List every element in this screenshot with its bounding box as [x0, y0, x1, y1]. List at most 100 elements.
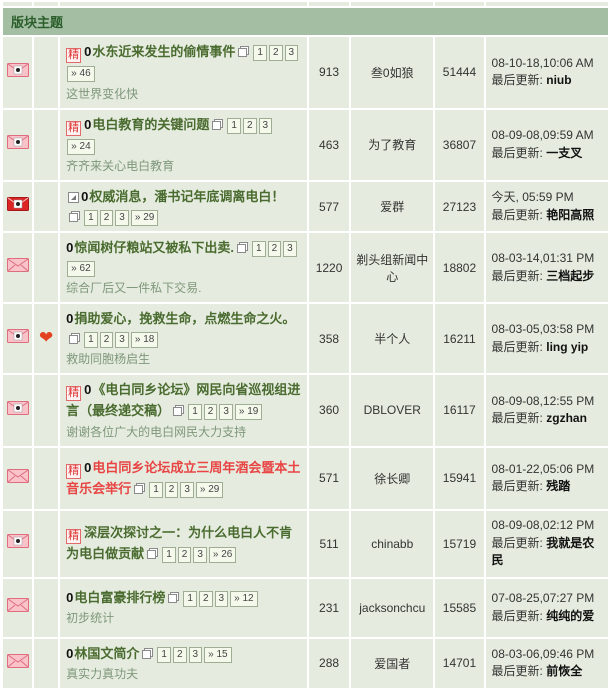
page-link[interactable]: 3 [193, 547, 207, 564]
last-post-date: 08-03-06,09:46 PM [491, 646, 595, 661]
reply-count: 288 [309, 638, 350, 688]
page-link[interactable]: 1 [227, 117, 241, 134]
page-link[interactable]: 2 [268, 45, 283, 61]
author[interactable]: 半个人 [351, 304, 434, 373]
thread-title[interactable]: 《电白同乡论坛》网民向省巡视组进言（最终递交稿） [66, 382, 301, 418]
multipage-icon[interactable] [165, 590, 182, 605]
last-page-link[interactable]: » 19 [234, 404, 263, 420]
last-page-link[interactable]: » 15 [204, 646, 232, 663]
pagination: 1 2 3» 29 [83, 209, 159, 226]
page-link[interactable]: 1 [183, 590, 197, 607]
author[interactable]: 徐长卿 [351, 447, 434, 509]
page-link[interactable]: 1 [253, 45, 267, 61]
multipage-icon[interactable] [170, 403, 187, 418]
page-link[interactable]: 2 [177, 547, 192, 564]
author[interactable]: 爱国者 [351, 638, 434, 688]
page-link[interactable]: 2 [164, 481, 179, 498]
last-post-date: 08-09-08,09:59 AM [491, 128, 594, 143]
last-page-link[interactable]: » 12 [230, 590, 258, 607]
last-update-label: 最后更新: [491, 411, 543, 426]
page-link[interactable]: 1 [252, 241, 266, 257]
page-link[interactable]: 3 [115, 209, 129, 226]
envelope-icon [6, 258, 29, 276]
partial-row [3, 2, 608, 6]
page-link[interactable]: 3 [188, 646, 203, 663]
last-page-link[interactable]: » 29 [130, 209, 159, 226]
thread-title[interactable]: 惊闻树仔粮站又被私下出卖. [74, 240, 235, 255]
page-link[interactable]: 2 [203, 404, 218, 420]
page-link[interactable]: 2 [99, 209, 114, 226]
author[interactable]: 叁0如狼 [351, 37, 434, 108]
view-count: 27123 [435, 182, 484, 231]
page-link[interactable]: 3 [258, 117, 273, 134]
last-poster[interactable]: 我就是农民 [491, 535, 595, 568]
multipage-icon[interactable] [235, 44, 252, 59]
last-post-date: 08-03-14,01:31 PM [491, 251, 595, 266]
last-update-label: 最后更新: [491, 608, 543, 623]
multipage-icon[interactable] [66, 209, 83, 224]
page-link[interactable]: 3 [219, 404, 233, 420]
last-page-link[interactable]: » 18 [130, 331, 159, 348]
author[interactable]: jacksonchcu [351, 578, 434, 637]
envelope-icon [6, 329, 29, 347]
author[interactable]: DBLOVER [351, 375, 434, 446]
last-page-link[interactable]: » 62 [67, 260, 95, 277]
last-poster[interactable]: niub [546, 73, 572, 88]
thread-title[interactable]: 电白富豪排行榜 [74, 589, 166, 605]
page-link[interactable]: 3 [214, 590, 229, 607]
page-link[interactable]: 2 [242, 117, 257, 134]
last-page-link[interactable]: » 24 [67, 138, 95, 155]
author[interactable]: 为了教育 [351, 109, 434, 180]
last-page-link[interactable]: » 46 [67, 66, 95, 82]
page-link[interactable]: 2 [172, 646, 187, 663]
last-poster[interactable]: ling yip [546, 339, 589, 354]
page-link[interactable]: 1 [149, 481, 163, 498]
thread-subtitle: 真实力真功夫 [66, 667, 139, 681]
thread-title[interactable]: 捐助爱心，挽救生命，点燃生命之火。 [74, 311, 296, 326]
last-poster[interactable]: 一支叉 [546, 145, 583, 160]
multipage-icon[interactable] [209, 117, 226, 132]
last-page-link[interactable]: » 26 [208, 547, 237, 564]
last-poster[interactable]: 纯纯的爱 [546, 608, 595, 623]
page-link[interactable]: 3 [115, 331, 129, 348]
last-poster[interactable]: 艳阳高照 [546, 207, 595, 222]
last-poster[interactable]: 残踏 [546, 479, 571, 493]
last-page-link[interactable]: » 29 [195, 481, 224, 498]
last-poster[interactable]: 前恢全 [546, 664, 583, 679]
table-row: ❤ 精0捐助爱心，挽救生命，点燃生命之火。123» 18 救助同胞杨启生 358… [3, 304, 608, 373]
multipage-icon[interactable] [66, 331, 83, 346]
thread-title[interactable]: 林国文简介 [74, 645, 140, 661]
multipage-icon[interactable] [144, 546, 161, 561]
thread-title[interactable]: 权威消息，潘书记年底调离电白！ [89, 189, 285, 204]
last-poster[interactable]: 三档起步 [546, 268, 595, 283]
page-link[interactable]: 3 [180, 481, 194, 498]
thread-subtitle: 齐齐来关心电白教育 [66, 159, 175, 173]
page-link[interactable]: 2 [198, 590, 213, 607]
page-link[interactable]: 2 [99, 331, 114, 348]
author[interactable]: chinabb [351, 510, 434, 577]
page-link[interactable]: 1 [84, 331, 98, 348]
author[interactable]: 爱群 [351, 182, 434, 231]
page-link[interactable]: 1 [188, 404, 202, 420]
multipage-icon[interactable] [234, 240, 251, 255]
page-link[interactable]: 3 [283, 241, 297, 257]
thread-title[interactable]: 电白教育的关键问题 [92, 116, 210, 132]
last-poster[interactable]: zgzhan [546, 411, 587, 426]
thread-title[interactable]: 深层次探讨之一：为什么电白人不肯为电白做贡献 [66, 525, 293, 562]
moved-icon [66, 189, 81, 204]
page-link[interactable]: 2 [267, 241, 282, 257]
author[interactable]: 剃头组新闻中心 [351, 233, 434, 302]
page-link[interactable]: 1 [157, 646, 171, 663]
multipage-icon[interactable] [139, 646, 156, 661]
page-link[interactable]: 3 [284, 45, 299, 61]
last-update-label: 最后更新: [491, 268, 543, 283]
thread-title[interactable]: 电白同乡论坛成立三周年酒会暨本土音乐会举行 [66, 459, 301, 496]
multipage-icon[interactable] [131, 481, 148, 496]
attachment-marker: 0 [84, 44, 92, 59]
last-update-label: 最后更新: [491, 479, 543, 493]
page-link[interactable]: 1 [162, 547, 176, 564]
page-link[interactable]: 1 [84, 209, 98, 226]
last-update-line: 最后更新: 艳阳高照 [492, 207, 602, 224]
last-update-line: 最后更新: 残踏 [492, 478, 602, 495]
thread-title[interactable]: 水东近来发生的偷情事件 [92, 44, 236, 59]
